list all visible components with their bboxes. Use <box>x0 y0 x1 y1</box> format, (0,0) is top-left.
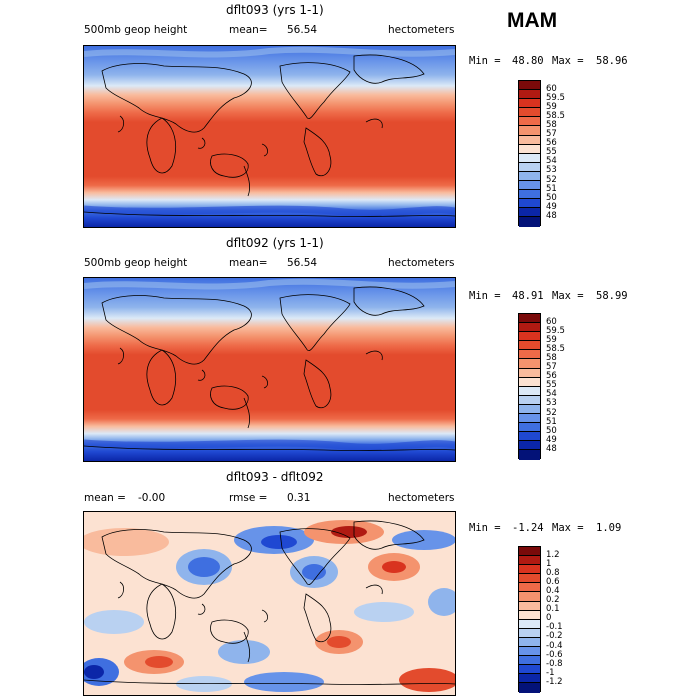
panel-1-min-label: Min = <box>469 55 501 67</box>
panel-1-colorbar-label: 56 <box>546 138 557 149</box>
panel-1-mean-label: mean= <box>229 24 268 36</box>
panel-2-colorbar-label: 57 <box>546 362 557 372</box>
season-label: MAM <box>507 9 558 32</box>
panel-2-title: dflt092 (yrs 1-1) <box>226 236 324 250</box>
panel-2-colorbar-label: 50 <box>546 425 557 436</box>
panel-3-colorbar-label: 1.2 <box>546 549 560 560</box>
panel-3-mean-value: -0.00 <box>138 492 166 504</box>
panel-3-min-value: -1.24 <box>512 522 544 534</box>
panel-3-colorbar-label: -0.4 <box>546 640 563 651</box>
panel-3-colorbar-label: -1.2 <box>546 676 563 687</box>
panel-3-colorbar-label: 0.8 <box>546 567 560 578</box>
panel-1-colorbar-label: 58.5 <box>546 110 565 121</box>
panel-2-coastlines <box>84 286 455 451</box>
panel-2-mean-value: 56.54 <box>287 257 318 269</box>
panel-2-colorbar-label: 55 <box>546 380 557 391</box>
panel-2-mean-label: mean= <box>229 257 268 269</box>
panel-1-field <box>84 46 455 227</box>
panel-1-coastlines <box>84 54 455 217</box>
panel-2-colorbar-label: 59.5 <box>546 325 565 336</box>
panel-3-colorbar-label: 1 <box>546 558 552 569</box>
panel-1-title: dflt093 (yrs 1-1) <box>226 3 324 17</box>
panel-3-coastlines <box>84 520 455 685</box>
panel-2-max-value: 58.99 <box>596 290 628 302</box>
panel-3-colorbar-label: -1 <box>546 667 555 678</box>
panel-1-colorbar-label: 54 <box>546 156 557 167</box>
panel-1-units: hectometers <box>388 24 455 36</box>
panel-2-max-label: Max = <box>552 290 584 302</box>
panel-1-colorbar-label: 51 <box>546 183 557 194</box>
panel-1-colorbar-label: 60 <box>546 83 557 94</box>
panel-2-colorbar-label: 53 <box>546 398 557 409</box>
panel-2-min-label: Min = <box>469 290 501 302</box>
panel-1-mean-value: 56.54 <box>287 24 318 36</box>
panel-2-map <box>83 277 456 462</box>
panel-1-colorbar-label: 57 <box>546 129 557 139</box>
panel-2-units: hectometers <box>388 257 455 269</box>
panel-2-colorbar-label: 48 <box>546 443 557 454</box>
panel-3-mean-label: mean = <box>84 492 126 504</box>
panel-3-colorbar <box>518 546 541 693</box>
panel-1-max-label: Max = <box>552 55 584 67</box>
panel-1-colorbar-label: 55 <box>546 147 557 158</box>
panel-3-anomalies <box>84 520 455 692</box>
panel-1-colorbar-label: 50 <box>546 192 557 203</box>
panel-3-colorbar-label: -0.8 <box>546 658 563 669</box>
panel-2-field <box>84 278 455 461</box>
panel-3-colorbar-label: -0.2 <box>546 631 563 642</box>
panel-2-colorbar-label: 56 <box>546 371 557 382</box>
panel-3-max-value: 1.09 <box>596 522 622 534</box>
panel-2-colorbar-label: 54 <box>546 389 557 400</box>
panel-2-colorbar <box>518 313 541 460</box>
panel-2-min-value: 48.91 <box>512 290 544 302</box>
panel-3-max-label: Max = <box>552 522 584 534</box>
panel-1-colorbar-label: 48 <box>546 210 557 221</box>
panel-3-colorbar-label: 0.2 <box>546 595 560 605</box>
panel-2-colorbar-label: 58 <box>546 352 557 363</box>
panel-3-map <box>83 511 456 696</box>
panel-1-map <box>83 45 456 228</box>
panel-3-colorbar-label: -0.6 <box>546 649 563 660</box>
panel-1-min-value: 48.80 <box>512 55 544 67</box>
panel-2-colorbar-label: 49 <box>546 434 557 445</box>
panel-3-colorbar-label: 0.4 <box>546 585 560 596</box>
panel-2-colorbar-label: 60 <box>546 316 557 327</box>
panel-3-colorbar-label: 0 <box>546 613 552 624</box>
panel-3-colorbar-label: 0.6 <box>546 576 560 587</box>
panel-1-field-label: 500mb geop height <box>84 24 188 36</box>
panel-2-colorbar-label: 52 <box>546 407 557 418</box>
panel-3-rmse-label: rmse = <box>229 492 268 504</box>
panel-3-rmse-value: 0.31 <box>287 492 311 504</box>
panel-1-colorbar-label: 49 <box>546 201 557 212</box>
panel-1-colorbar-label: 59 <box>546 101 557 112</box>
panel-1-colorbar <box>518 80 541 227</box>
panel-1-colorbar-label: 59.5 <box>546 92 565 103</box>
panel-3-colorbar-label: -0.1 <box>546 622 563 633</box>
panel-2-colorbar-label: 58.5 <box>546 343 565 354</box>
panel-3-units: hectometers <box>388 492 455 504</box>
panel-3-min-label: Min = <box>469 522 501 534</box>
panel-2-field-label: 500mb geop height <box>84 257 188 269</box>
panel-3-title: dflt093 - dflt092 <box>226 470 324 484</box>
panel-1-colorbar-label: 53 <box>546 165 557 176</box>
panel-1-colorbar-label: 58 <box>546 119 557 130</box>
panel-2-colorbar-label: 59 <box>546 334 557 345</box>
panel-3-colorbar-label: 0.1 <box>546 604 560 615</box>
panel-1-max-value: 58.96 <box>596 55 628 67</box>
panel-1-colorbar-label: 52 <box>546 174 557 185</box>
panel-2-colorbar-label: 51 <box>546 416 557 427</box>
